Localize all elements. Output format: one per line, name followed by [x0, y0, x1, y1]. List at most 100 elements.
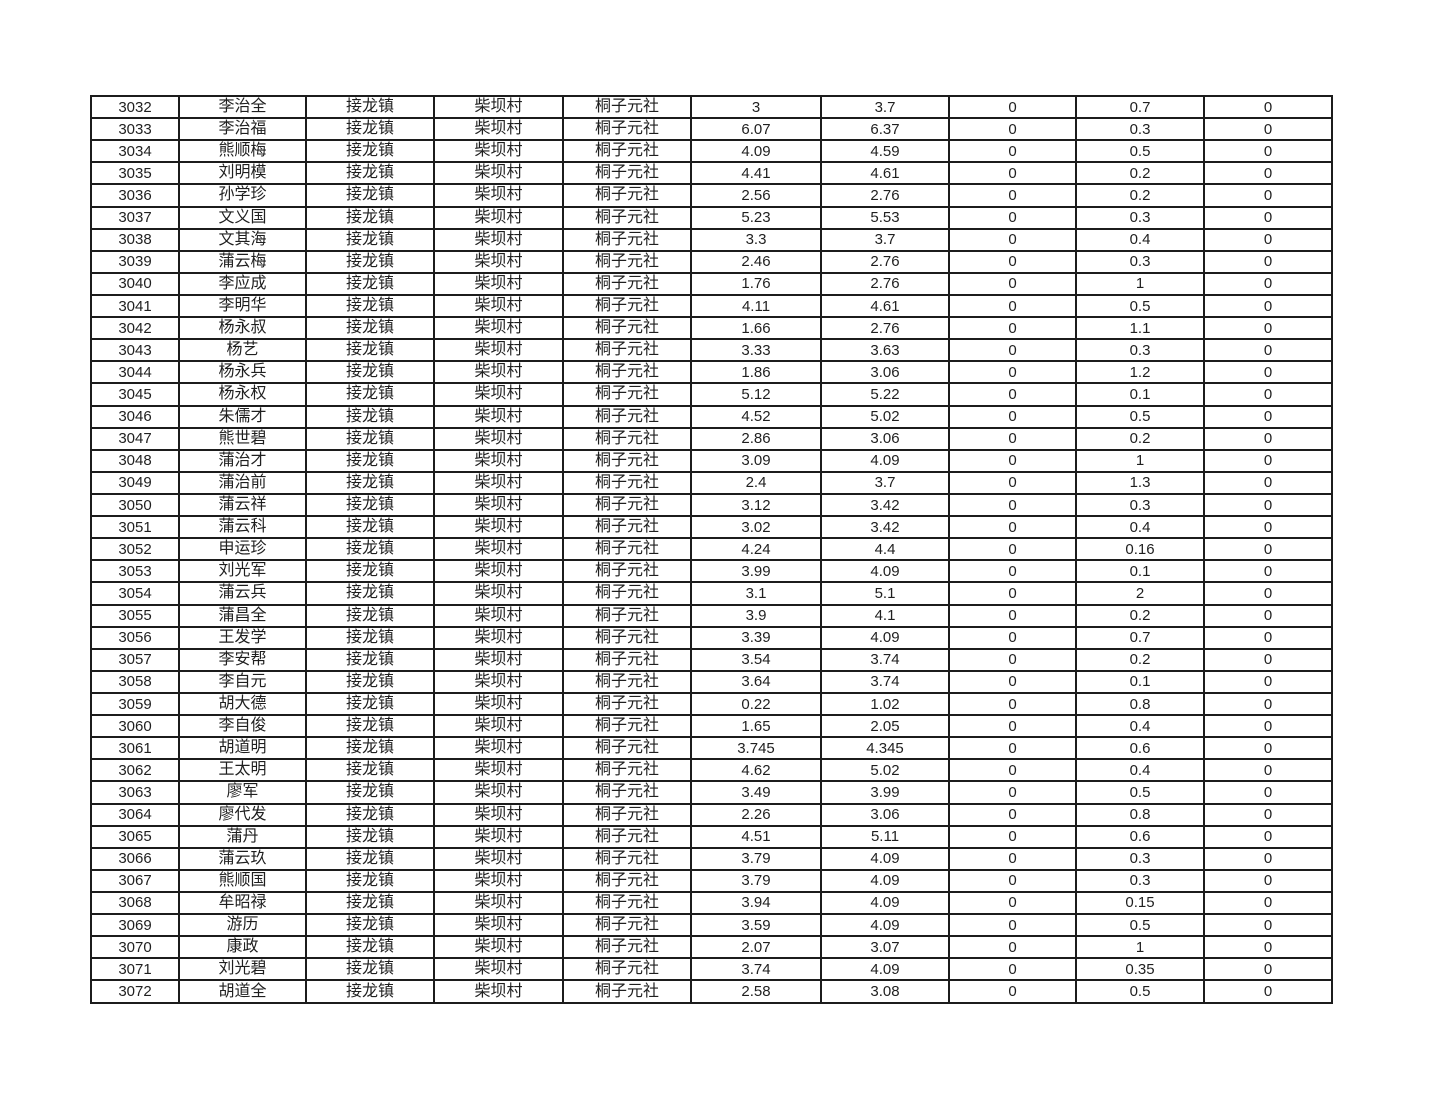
cell-zero_b: 0 [1203, 758, 1333, 783]
cell-group: 桐子元社 [562, 979, 692, 1004]
cell-zero_a: 0 [948, 647, 1077, 672]
cell-zero_a: 0 [948, 714, 1077, 739]
cell-name: 胡大德 [178, 691, 307, 717]
cell-value_c: 0.7 [1075, 94, 1205, 120]
cell-village: 柴坝村 [433, 913, 564, 938]
cell-zero_a: 0 [948, 935, 1077, 960]
cell-value_c: 0.3 [1075, 117, 1205, 142]
cell-value_c: 0.2 [1075, 647, 1205, 672]
cell-value_c: 0.16 [1075, 537, 1205, 562]
cell-name: 李安帮 [178, 647, 307, 672]
cell-value_b: 4.09 [820, 846, 950, 871]
cell-town: 接龙镇 [305, 360, 435, 385]
cell-value_b: 2.76 [820, 249, 950, 274]
cell-value_a: 1.86 [690, 360, 822, 385]
cell-value_b: 3.08 [820, 979, 950, 1004]
cell-village: 柴坝村 [433, 780, 564, 805]
cell-value_c: 1 [1075, 271, 1205, 296]
cell-name: 李自元 [178, 669, 307, 694]
cell-value_a: 1.66 [690, 316, 822, 341]
cell-zero_a: 0 [948, 957, 1077, 982]
cell-value_a: 3.49 [690, 780, 822, 805]
cell-zero_b: 0 [1203, 271, 1333, 296]
cell-name: 廖军 [178, 780, 307, 805]
cell-town: 接龙镇 [305, 802, 435, 827]
cell-value_a: 4.11 [690, 293, 822, 319]
table-row: 3056 王发学 接龙镇 柴坝村 桐子元社 3.39 4.09 0 0.7 0 [90, 625, 1333, 650]
cell-value_c: 0.2 [1075, 161, 1205, 186]
cell-name: 李自俊 [178, 714, 307, 739]
cell-name: 文义国 [178, 205, 307, 230]
cell-name: 熊顺梅 [178, 139, 307, 164]
cell-group: 桐子元社 [562, 183, 692, 208]
cell-value_c: 0.3 [1075, 338, 1205, 363]
cell-zero_a: 0 [948, 139, 1077, 164]
cell-value_c: 0.8 [1075, 802, 1205, 827]
cell-name: 康政 [178, 935, 307, 960]
cell-zero_a: 0 [948, 183, 1077, 208]
cell-town: 接龙镇 [305, 846, 435, 871]
table-row: 3057 李安帮 接龙镇 柴坝村 桐子元社 3.54 3.74 0 0.2 0 [90, 647, 1333, 672]
cell-value_a: 6.07 [690, 117, 822, 142]
table-row: 3069 游历 接龙镇 柴坝村 桐子元社 3.59 4.09 0 0.5 0 [90, 913, 1333, 938]
cell-value_c: 0.5 [1075, 404, 1205, 429]
cell-village: 柴坝村 [433, 824, 564, 849]
cell-value_b: 3.74 [820, 647, 950, 672]
cell-id: 3040 [90, 271, 180, 296]
cell-zero_b: 0 [1203, 382, 1333, 407]
cell-value_c: 0.7 [1075, 625, 1205, 650]
cell-name: 刘明模 [178, 161, 307, 186]
cell-group: 桐子元社 [562, 316, 692, 341]
cell-value_b: 3.7 [820, 227, 950, 252]
cell-name: 蒲云梅 [178, 249, 307, 274]
cell-village: 柴坝村 [433, 846, 564, 871]
cell-group: 桐子元社 [562, 603, 692, 628]
cell-village: 柴坝村 [433, 868, 564, 893]
cell-zero_a: 0 [948, 426, 1077, 451]
table-row: 3046 朱儒才 接龙镇 柴坝村 桐子元社 4.52 5.02 0 0.5 0 [90, 404, 1333, 429]
cell-id: 3068 [90, 890, 180, 916]
cell-value_b: 4.345 [820, 736, 950, 761]
table-row: 3043 杨艺 接龙镇 柴坝村 桐子元社 3.33 3.63 0 0.3 0 [90, 338, 1333, 363]
cell-value_a: 3.02 [690, 515, 822, 540]
cell-town: 接龙镇 [305, 205, 435, 230]
cell-village: 柴坝村 [433, 581, 564, 606]
cell-village: 柴坝村 [433, 714, 564, 739]
cell-village: 柴坝村 [433, 802, 564, 827]
cell-zero_b: 0 [1203, 913, 1333, 938]
cell-name: 李治全 [178, 94, 307, 120]
cell-zero_b: 0 [1203, 117, 1333, 142]
cell-value_b: 4.09 [820, 448, 950, 473]
cell-value_b: 3.42 [820, 492, 950, 518]
table-row: 3036 孙学珍 接龙镇 柴坝村 桐子元社 2.56 2.76 0 0.2 0 [90, 183, 1333, 208]
cell-value_a: 3.33 [690, 338, 822, 363]
cell-group: 桐子元社 [562, 271, 692, 296]
table-row: 3044 杨永兵 接龙镇 柴坝村 桐子元社 1.86 3.06 0 1.2 0 [90, 360, 1333, 385]
cell-value_a: 2.4 [690, 470, 822, 495]
cell-value_b: 4.09 [820, 868, 950, 893]
cell-zero_a: 0 [948, 603, 1077, 628]
cell-group: 桐子元社 [562, 780, 692, 805]
cell-village: 柴坝村 [433, 249, 564, 274]
cell-zero_b: 0 [1203, 94, 1333, 120]
table-row: 3059 胡大德 接龙镇 柴坝村 桐子元社 0.22 1.02 0 0.8 0 [90, 691, 1333, 717]
cell-village: 柴坝村 [433, 316, 564, 341]
cell-town: 接龙镇 [305, 161, 435, 186]
cell-value_b: 2.76 [820, 271, 950, 296]
cell-zero_a: 0 [948, 382, 1077, 407]
table-row: 3032 李治全 接龙镇 柴坝村 桐子元社 3 3.7 0 0.7 0 [90, 94, 1333, 120]
cell-value_b: 1.02 [820, 691, 950, 717]
cell-village: 柴坝村 [433, 382, 564, 407]
cell-zero_a: 0 [948, 360, 1077, 385]
cell-village: 柴坝村 [433, 94, 564, 120]
cell-village: 柴坝村 [433, 227, 564, 252]
cell-zero_a: 0 [948, 249, 1077, 274]
table-row: 3070 康政 接龙镇 柴坝村 桐子元社 2.07 3.07 0 1 0 [90, 935, 1333, 960]
cell-group: 桐子元社 [562, 581, 692, 606]
table-row: 3053 刘光军 接龙镇 柴坝村 桐子元社 3.99 4.09 0 0.1 0 [90, 559, 1333, 584]
cell-zero_a: 0 [948, 559, 1077, 584]
cell-zero_b: 0 [1203, 537, 1333, 562]
cell-id: 3053 [90, 559, 180, 584]
cell-zero_a: 0 [948, 890, 1077, 916]
cell-name: 胡道全 [178, 979, 307, 1004]
